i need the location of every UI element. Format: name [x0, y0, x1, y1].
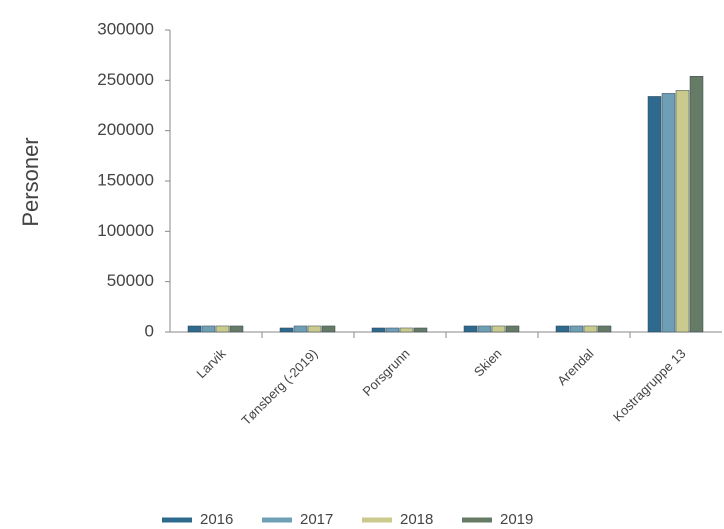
y-tick-label: 150000: [97, 170, 154, 189]
bar: [371, 327, 386, 333]
bar: [187, 325, 202, 333]
x-tick-label: Tønsberg (-2019): [238, 346, 320, 428]
bar: [661, 93, 676, 333]
bar: [505, 325, 520, 333]
bar: [307, 325, 322, 333]
x-tick-label: Larvik: [193, 346, 228, 381]
bar: [385, 327, 400, 333]
bar: [597, 325, 612, 333]
bar: [569, 325, 584, 333]
bar: [229, 325, 244, 333]
bar: [321, 325, 336, 333]
bar: [279, 327, 294, 333]
y-tick-label: 250000: [97, 70, 154, 89]
y-tick-label: 0: [145, 321, 154, 340]
legend-label: 2019: [500, 511, 533, 528]
x-tick-label: Skien: [471, 346, 505, 380]
y-axis-label: Personer: [18, 137, 43, 226]
y-tick-label: 200000: [97, 120, 154, 139]
bar: [413, 327, 428, 333]
bar: [399, 327, 414, 333]
x-tick-label: Arendal: [554, 346, 596, 388]
bar: [477, 325, 492, 333]
bar: [293, 325, 308, 333]
y-tick-label: 50000: [107, 271, 154, 290]
legend-label: 2016: [200, 511, 233, 528]
legend-label: 2018: [400, 511, 433, 528]
x-tick-label: Kostragruppe 13: [610, 346, 689, 425]
bar: [583, 325, 598, 333]
bar: [201, 325, 216, 333]
bar: [689, 76, 704, 333]
bar: [647, 96, 662, 333]
x-tick-label: Porsgrunn: [360, 346, 413, 399]
legend-label: 2017: [300, 511, 333, 528]
y-tick-label: 100000: [97, 221, 154, 240]
bar: [463, 325, 478, 333]
y-tick-label: 300000: [97, 19, 154, 38]
bar: [215, 325, 230, 333]
bar: [675, 90, 690, 333]
bar: [555, 325, 570, 333]
bar: [491, 325, 506, 333]
